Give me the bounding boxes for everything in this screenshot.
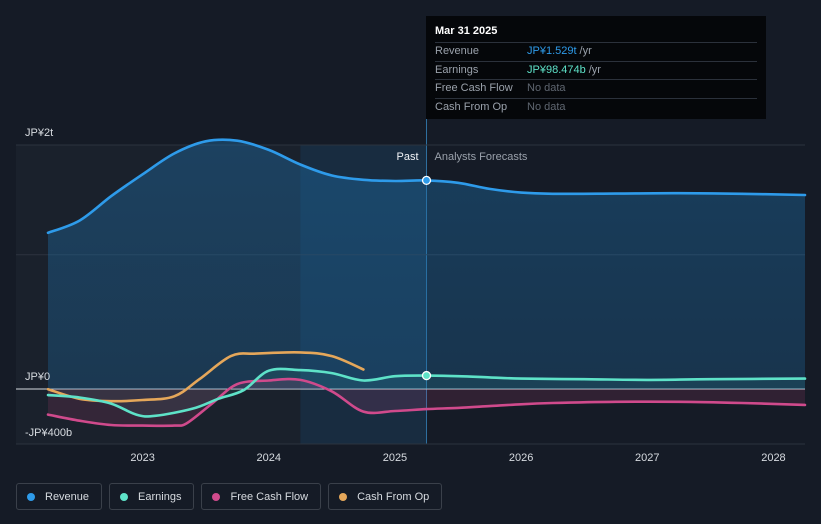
line-revenue (46, 138, 807, 235)
area-revenue (48, 139, 805, 389)
legend-label: Revenue (45, 490, 90, 503)
tooltip-row: Earnings JP¥98.474b/yr (435, 60, 757, 80)
tooltip-row: Free Cash Flow No data (435, 79, 757, 98)
tooltip-unit: /yr (588, 63, 601, 76)
legend-label: Cash From Op (357, 490, 430, 503)
line-earnings (46, 367, 807, 418)
x-tick-label: 2025 (383, 452, 407, 464)
tooltip-value: No data (527, 82, 566, 94)
marker-earnings (421, 370, 432, 381)
y-tick-label: JP¥2t (25, 127, 53, 139)
legend-dot-icon (27, 492, 35, 501)
tooltip-label: Free Cash Flow (435, 82, 513, 94)
area-free-cash-flow (48, 379, 805, 426)
legend-dot-icon (120, 492, 129, 501)
line-free-cash-flow (46, 377, 807, 428)
legend-label: Earnings (138, 490, 182, 503)
tooltip-label: Earnings (435, 63, 479, 76)
x-tick-label: 2024 (257, 452, 281, 464)
tooltip-label: Revenue (435, 45, 480, 57)
forecast-label: Analysts Forecasts (435, 151, 528, 163)
legend-item-cash-from-op[interactable]: Cash From Op (328, 483, 443, 510)
legend-dot-icon (339, 492, 348, 501)
tooltip-value: JP¥98.474b (527, 63, 586, 76)
marker-revenue (421, 175, 432, 186)
x-tick-label: 2028 (761, 452, 785, 464)
legend-item-earnings[interactable]: Earnings (109, 483, 195, 510)
tooltip-row: Cash From Op No data (435, 97, 757, 117)
x-tick-label: 2027 (635, 452, 659, 464)
legend-dot-icon (212, 492, 221, 501)
legend-label: Free Cash Flow (230, 490, 309, 503)
legend-item-free-cash-flow[interactable]: Free Cash Flow (201, 483, 322, 510)
y-tick-label: -JP¥400b (25, 427, 72, 439)
tooltip: Mar 31 2025 Revenue JP¥1.529t/yr Earnings J… (426, 16, 766, 119)
tooltip-row: Revenue JP¥1.529t/yr (435, 42, 757, 61)
y-tick-label: JP¥0 (25, 371, 50, 383)
tooltip-label: Cash From Op (435, 100, 508, 113)
tooltip-value: JP¥1.529t (527, 45, 577, 57)
x-tick-label: 2023 (130, 452, 154, 464)
tooltip-unit: /yr (579, 45, 592, 57)
legend: Revenue Earnings Free Cash Flow Cash From O… (16, 483, 449, 510)
past-label: Past (396, 151, 418, 163)
legend-item-revenue[interactable]: Revenue (16, 483, 103, 510)
x-tick-label: 2026 (509, 452, 533, 464)
tooltip-date: Mar 31 2025 (435, 25, 498, 37)
tooltip-value: No data (527, 100, 566, 113)
